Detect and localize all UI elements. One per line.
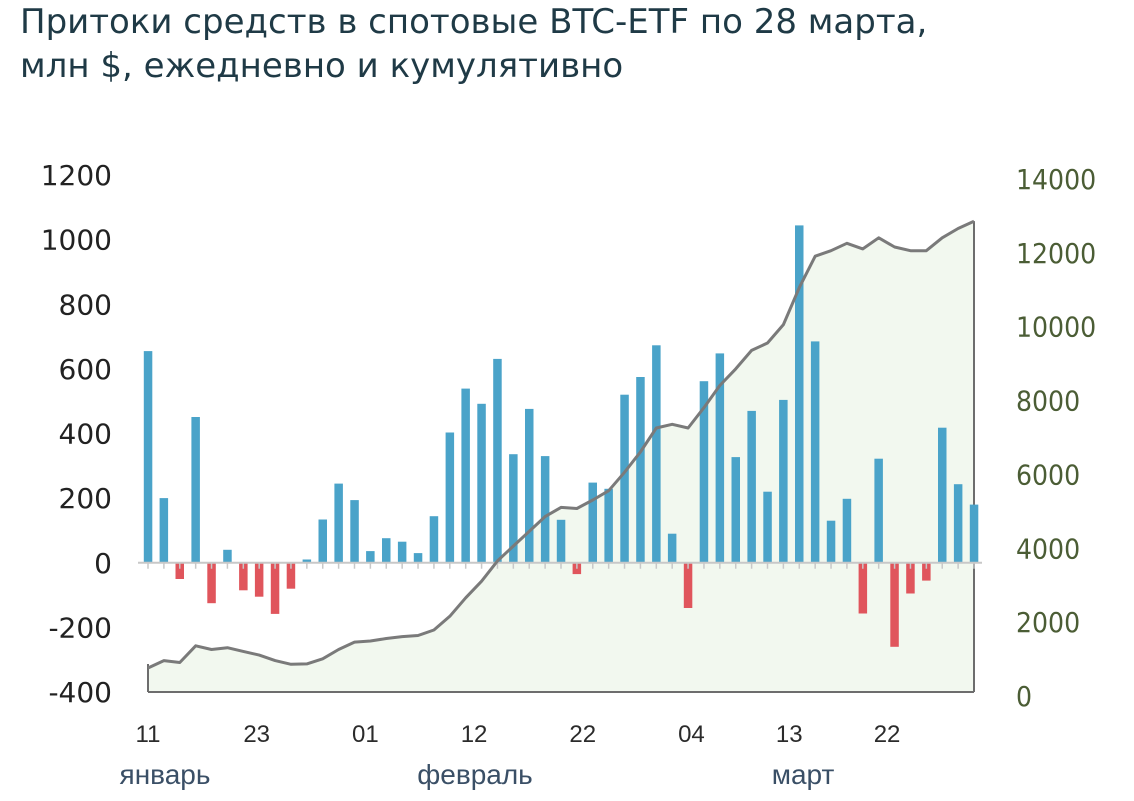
daily-bar (429, 516, 439, 563)
x-axis-tick-label: 11 (136, 721, 161, 748)
daily-bar (715, 353, 725, 563)
daily-bar (636, 377, 645, 563)
daily-bar (286, 562, 296, 589)
month-label: февраль (417, 759, 533, 790)
x-axis-tick-label: 22 (569, 721, 596, 748)
daily-bar (540, 456, 550, 563)
left-axis-tick-label: 1200 (41, 159, 112, 192)
daily-bar (969, 504, 979, 563)
title-line-1: Притоки средств в спотовые BTC-ETF по 28… (20, 2, 928, 42)
daily-bar (858, 562, 868, 614)
daily-bar (922, 562, 931, 581)
daily-bar (731, 457, 740, 563)
right-axis-tick-label: 2000 (1016, 606, 1080, 639)
right-axis-tick-label: 4000 (1016, 532, 1080, 565)
daily-bar (890, 562, 899, 647)
daily-bar (461, 388, 470, 563)
daily-bar (366, 551, 375, 563)
left-axis-tick-label: 800 (59, 288, 112, 321)
month-label: март (772, 759, 835, 790)
daily-bar (239, 562, 248, 591)
daily-bar (143, 351, 153, 563)
left-axis-tick-label: -400 (48, 676, 112, 709)
daily-bar (175, 562, 184, 579)
daily-bar (413, 553, 423, 563)
right-axis-tick-label: 14000 (1016, 163, 1096, 196)
left-axis-tick-label: 200 (59, 482, 112, 515)
daily-bar (667, 533, 677, 563)
right-axis-tick-label: 0 (1016, 680, 1032, 713)
x-axis-tick-label: 13 (776, 721, 803, 748)
daily-bar (191, 417, 200, 563)
right-axis-tick-label: 8000 (1016, 385, 1080, 418)
daily-bar (747, 410, 756, 563)
daily-bar (318, 519, 327, 563)
daily-bar (588, 482, 597, 563)
right-axis-tick-label: 6000 (1016, 458, 1080, 491)
daily-bar (953, 484, 963, 563)
daily-bar (445, 432, 455, 563)
daily-bar (509, 454, 518, 563)
daily-bar (699, 381, 709, 563)
daily-bar (477, 403, 486, 563)
daily-bar (874, 458, 883, 563)
daily-bar (302, 559, 312, 563)
left-axis-tick-label: 1000 (41, 224, 112, 257)
x-axis-tick-label: 12 (461, 721, 488, 748)
daily-bar (826, 520, 836, 563)
left-axis-tick-label: 400 (59, 418, 112, 451)
daily-bar (207, 562, 216, 604)
left-axis-tick-label: 0 (94, 547, 112, 580)
daily-bar (683, 562, 693, 608)
cumulative-line (147, 219, 975, 670)
daily-bar (810, 341, 820, 563)
daily-bar (620, 394, 629, 563)
left-axis-tick-label: 600 (59, 353, 112, 386)
daily-bar (906, 562, 915, 594)
daily-bar (556, 519, 566, 563)
daily-bar (763, 491, 772, 563)
title-line-2: млн $, ежедневно и кумулятивно (20, 46, 624, 86)
cumulative-area-layer (147, 221, 975, 693)
right-axis-tick-label: 12000 (1016, 237, 1096, 270)
x-axis-tick-label: 22 (874, 721, 901, 748)
x-axis-tick-label: 01 (352, 721, 379, 748)
daily-bar (842, 498, 852, 563)
daily-bar (159, 498, 169, 563)
daily-bar (223, 549, 232, 563)
daily-bar (779, 399, 788, 563)
daily-bar (254, 562, 264, 597)
daily-bar (652, 345, 661, 563)
daily-bar (493, 358, 502, 563)
x-axis-tick-label: 23 (243, 721, 270, 748)
labels-layer: 120010008006004002000-200-40014000120001… (41, 159, 1096, 790)
chart-title: Притоки средств в спотовые BTC-ETF по 28… (20, 0, 1130, 88)
daily-bar (795, 225, 804, 563)
right-axis-tick-label: 10000 (1016, 311, 1096, 344)
axis-layer (138, 561, 982, 569)
daily-bar (397, 541, 407, 563)
daily-bar (270, 562, 280, 614)
daily-bar (938, 427, 947, 563)
daily-bar (525, 408, 534, 563)
daily-bar (350, 500, 359, 563)
cumulative-area (148, 221, 974, 692)
x-axis-tick-label: 04 (678, 721, 705, 748)
daily-bar (334, 483, 343, 563)
month-label: январь (120, 759, 211, 790)
cumulative-line-layer (147, 219, 975, 670)
daily-bars-layer (143, 225, 979, 647)
left-axis-tick-label: -200 (48, 611, 112, 644)
daily-bar (604, 488, 613, 563)
daily-bar (382, 538, 391, 563)
